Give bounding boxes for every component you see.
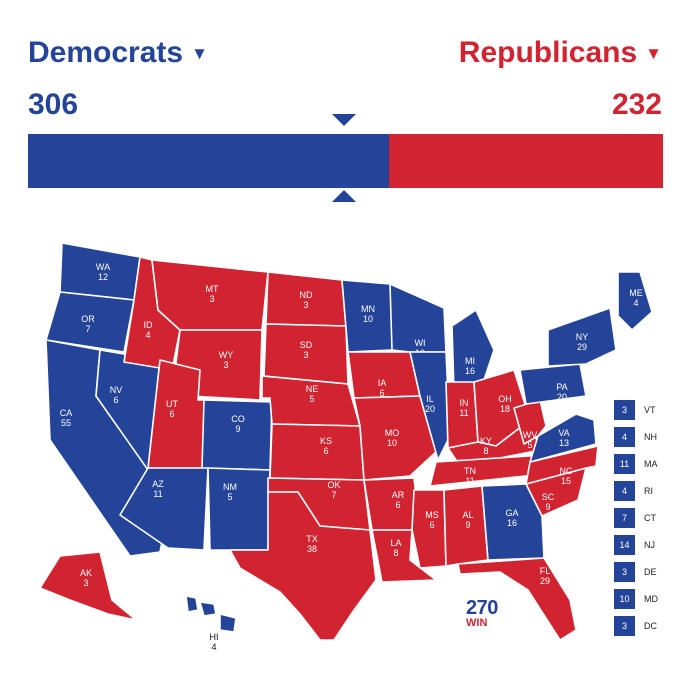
small-state-abbr: CT bbox=[644, 513, 656, 523]
state-mi[interactable] bbox=[451, 309, 495, 393]
state-sd[interactable] bbox=[263, 323, 349, 385]
small-state-ev: 3 bbox=[614, 400, 635, 420]
small-state-md[interactable]: 10 MD bbox=[614, 589, 658, 609]
state-ak[interactable] bbox=[39, 551, 137, 621]
state-al[interactable] bbox=[443, 485, 489, 567]
state-nc[interactable] bbox=[525, 445, 599, 485]
state-hi[interactable] bbox=[185, 595, 237, 633]
state-fl[interactable] bbox=[457, 557, 577, 641]
small-state-dc[interactable]: 3 DC bbox=[614, 616, 658, 636]
state-mt[interactable] bbox=[151, 259, 269, 331]
small-state-abbr: MA bbox=[644, 459, 658, 469]
democrats-dropdown[interactable]: Democrats ▼ bbox=[28, 36, 208, 70]
small-state-ev: 7 bbox=[614, 508, 635, 528]
small-state-abbr: NH bbox=[644, 432, 657, 442]
state-label-hi: HI bbox=[210, 632, 219, 642]
small-state-ev: 10 bbox=[614, 589, 635, 609]
state-wi[interactable] bbox=[389, 283, 447, 353]
state-tx[interactable] bbox=[229, 491, 377, 641]
state-nd[interactable] bbox=[265, 271, 347, 327]
state-co[interactable] bbox=[201, 399, 273, 471]
republicans-total: 232 bbox=[611, 88, 662, 121]
small-state-abbr: NJ bbox=[644, 540, 655, 550]
small-state-abbr: DE bbox=[644, 567, 657, 577]
state-ny[interactable] bbox=[547, 307, 617, 367]
small-state-nj[interactable]: 14 NJ bbox=[614, 535, 658, 555]
threshold-marker-bottom-icon bbox=[332, 190, 356, 202]
state-me[interactable] bbox=[617, 271, 653, 331]
small-state-abbr: MD bbox=[644, 594, 658, 604]
logo-number: 270 bbox=[466, 597, 498, 619]
state-ms[interactable] bbox=[411, 489, 447, 569]
small-state-ev: 4 bbox=[614, 481, 635, 501]
state-ia[interactable] bbox=[347, 351, 421, 399]
state-ks[interactable] bbox=[269, 423, 365, 481]
state-ev-hi: 4 bbox=[211, 642, 216, 652]
democrats-total: 306 bbox=[28, 88, 79, 121]
republicans-label: Republicans bbox=[458, 36, 638, 69]
democrats-bar-segment bbox=[28, 134, 390, 188]
state-in[interactable] bbox=[445, 381, 479, 449]
state-va[interactable] bbox=[529, 413, 597, 463]
small-state-ev: 11 bbox=[614, 454, 635, 474]
state-ne[interactable] bbox=[261, 375, 361, 427]
small-state-abbr: VT bbox=[644, 405, 656, 415]
small-state-ev: 4 bbox=[614, 427, 635, 447]
small-state-ev: 14 bbox=[614, 535, 635, 555]
small-state-nh[interactable]: 4 NH bbox=[614, 427, 658, 447]
small-state-vt[interactable]: 3 VT bbox=[614, 400, 658, 420]
small-state-abbr: DC bbox=[644, 621, 657, 631]
threshold-marker-top-icon bbox=[332, 114, 356, 126]
small-state-ev: 3 bbox=[614, 562, 635, 582]
caret-down-icon: ▼ bbox=[645, 43, 662, 63]
state-la[interactable] bbox=[371, 529, 437, 583]
small-state-legend: 3 VT 4 NH 11 MA 4 RI 7 CT 14 NJ 3 DE 10 MD 3 DC bbox=[614, 400, 658, 636]
electoral-vote-bar bbox=[28, 134, 663, 188]
270towin-logo[interactable]: 270 WIN bbox=[466, 598, 498, 629]
democrats-label: Democrats bbox=[28, 36, 184, 69]
small-state-ma[interactable]: 11 MA bbox=[614, 454, 658, 474]
republicans-bar-segment bbox=[389, 134, 663, 188]
logo-sub: WIN bbox=[466, 617, 488, 629]
state-ga[interactable] bbox=[481, 483, 545, 561]
small-state-abbr: RI bbox=[644, 486, 653, 496]
caret-down-icon: ▼ bbox=[191, 43, 208, 63]
state-or[interactable] bbox=[45, 291, 135, 353]
state-az[interactable] bbox=[119, 467, 209, 551]
small-state-ev: 3 bbox=[614, 616, 635, 636]
republicans-dropdown[interactable]: Republicans ▼ bbox=[459, 36, 662, 70]
state-pa[interactable] bbox=[519, 363, 587, 405]
small-state-ri[interactable]: 4 RI bbox=[614, 481, 658, 501]
small-state-ct[interactable]: 7 CT bbox=[614, 508, 658, 528]
small-state-de[interactable]: 3 DE bbox=[614, 562, 658, 582]
state-wa[interactable] bbox=[59, 242, 141, 301]
state-nm[interactable] bbox=[207, 467, 271, 551]
state-il[interactable] bbox=[409, 351, 451, 461]
